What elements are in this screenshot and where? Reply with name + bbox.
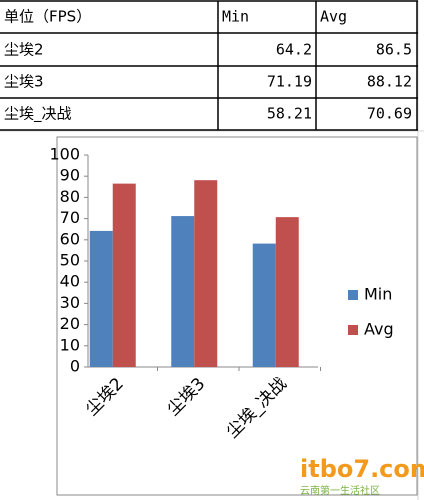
table-cell: 64.2 <box>276 41 312 59</box>
table-row-label: 尘埃_决战 <box>4 105 72 124</box>
table-cell: 70.69 <box>367 105 412 123</box>
table-header: Min <box>222 8 249 26</box>
watermark-slogan: 云南第一生活社区 <box>300 484 380 497</box>
y-tick-label: 20 <box>60 314 80 333</box>
y-tick-label: 70 <box>60 208 80 227</box>
y-tick-label: 50 <box>60 251 80 270</box>
legend-label: Min <box>364 285 392 304</box>
bar <box>275 217 299 367</box>
bar <box>89 230 113 367</box>
table-cell: 88.12 <box>367 73 412 91</box>
y-tick-label: 80 <box>60 187 80 206</box>
bar <box>194 180 218 367</box>
table-row-label: 尘埃3 <box>4 73 44 91</box>
y-tick-label: 100 <box>49 145 80 164</box>
y-tick-label: 0 <box>70 357 80 376</box>
y-tick-label: 60 <box>60 229 80 248</box>
watermark-logo: itbo7.com <box>300 455 424 483</box>
bar <box>171 216 195 367</box>
table-cell: 58.21 <box>267 105 312 123</box>
table-borders <box>0 0 418 131</box>
y-tick-label: 90 <box>60 166 80 185</box>
y-tick-label: 40 <box>60 272 80 291</box>
table-cell: 86.5 <box>376 41 412 59</box>
table-corner: 单位（FPS） <box>4 8 91 26</box>
legend-label: Avg <box>364 320 394 339</box>
bar <box>112 183 136 367</box>
y-tick-label: 30 <box>60 293 80 312</box>
bar <box>252 243 276 367</box>
table-header: Avg <box>320 8 347 26</box>
legend-swatch <box>348 290 358 300</box>
y-tick-label: 10 <box>60 335 80 354</box>
table-row-label: 尘埃2 <box>4 41 44 59</box>
legend-swatch <box>348 325 358 335</box>
table-cell: 71.19 <box>267 73 312 91</box>
